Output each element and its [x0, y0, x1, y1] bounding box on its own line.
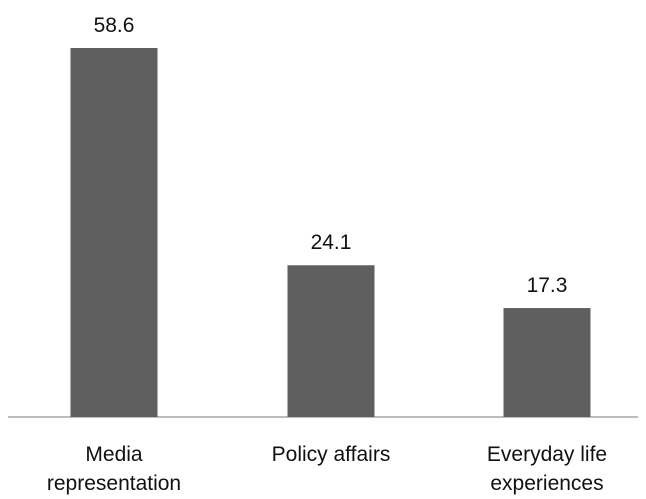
category-label-0: Media representation: [47, 443, 181, 495]
category-labels-layer: Media representation Policy affairs Everyda…: [47, 443, 607, 495]
category-label-2-line-1: experiences: [490, 472, 603, 495]
data-label-0: 58.6: [94, 14, 135, 37]
bar-1: [287, 265, 375, 417]
category-label-1-line-0: Policy affairs: [272, 443, 391, 466]
data-label-2: 17.3: [527, 274, 568, 297]
data-labels-layer: 58.6 24.1 17.3: [94, 14, 568, 297]
category-label-1: Policy affairs: [272, 443, 391, 466]
category-label-0-line-1: representation: [47, 472, 181, 495]
bar-0: [70, 48, 158, 417]
bars-layer: [70, 48, 591, 417]
category-label-2: Everyday life experiences: [487, 443, 607, 495]
category-label-2-line-0: Everyday life: [487, 443, 607, 466]
category-label-0-line-0: Media: [85, 443, 143, 466]
data-label-1: 24.1: [311, 231, 352, 254]
bar-2: [503, 308, 591, 417]
